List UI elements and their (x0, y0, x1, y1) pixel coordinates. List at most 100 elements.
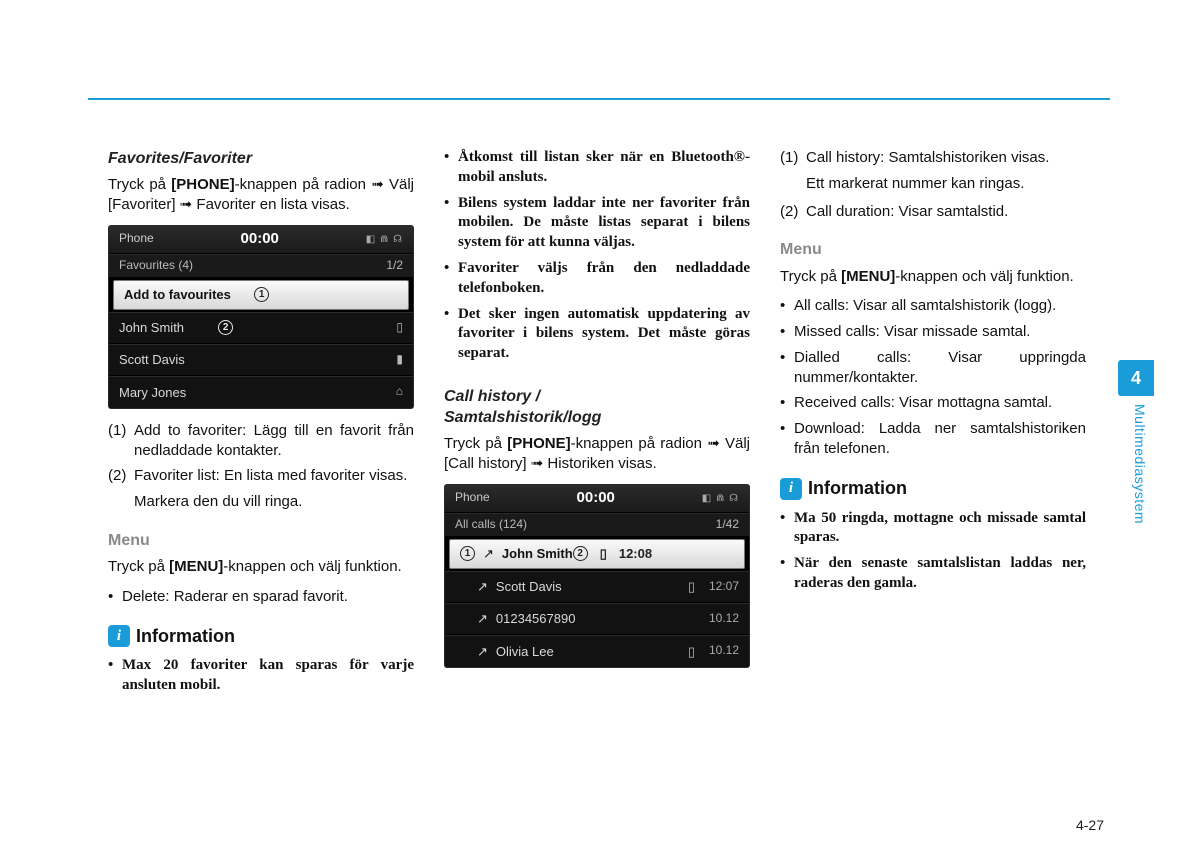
row-label: 01234567890 (496, 610, 576, 627)
list-title: Favourites (4) (119, 258, 193, 274)
text: Call duration: Visar samtalstid. (806, 202, 1086, 222)
text: -knappen och välj funktion. (895, 268, 1073, 285)
info-item: Åtkomst till listan sker när en Bluetoot… (444, 148, 750, 188)
phone-type-icon: ⌂ (396, 384, 403, 400)
column-1: Favorites/Favoriter Tryck på [PHONE] -kna… (108, 148, 414, 702)
info-list-1: Max 20 favoriter kan sparas för varje an… (108, 656, 414, 696)
list-title: All calls (124) (455, 517, 527, 533)
favorites-screenshot: Phone 00:00 ◧ ⋒ ☊ Favourites (4) 1/2 Add… (108, 225, 414, 409)
info-list-2: Åtkomst till listan sker när en Bluetoot… (444, 148, 750, 364)
text-bold: [PHONE] (171, 176, 234, 193)
chapter-side-label: Multimediasystem (1132, 404, 1148, 524)
call-row-olivia[interactable]: ↗Olivia Lee ▯10.12 (445, 635, 749, 667)
menu-item-all-calls: All calls: Visar all samtalshistorik (lo… (780, 296, 1086, 316)
num: (2) (108, 466, 134, 486)
call-row-number[interactable]: ↗01234567890 10.12 (445, 603, 749, 635)
add-to-favourites-row[interactable]: Add to favourites 1 (113, 280, 409, 310)
info-item: Bilens system laddar inte ner favoriter … (444, 194, 750, 253)
phone-type-icon: ▯ (396, 320, 403, 336)
call-row-john[interactable]: 1↗John Smith 2▯12:08 (449, 539, 745, 569)
phone-type-icon: ▯ (688, 643, 695, 660)
row-label: Scott Davis (496, 578, 562, 595)
menu-item-download: Download: Ladda ner samtalshistoriken fr… (780, 419, 1086, 459)
text: Call history: Samtalshistoriken visas. (806, 148, 1086, 168)
menu-list: All calls: Visar all samtalshistorik (lo… (780, 296, 1086, 459)
phone-title: Phone (119, 231, 154, 247)
phone-header: Phone 00:00 ◧ ⋒ ☊ (445, 485, 749, 513)
menu-intro: Tryck på [MENU]-knappen och välj funktio… (780, 267, 1086, 287)
phone-clock: 00:00 (490, 488, 702, 508)
chapter-tab: 4 (1118, 360, 1154, 396)
phone-subheader: All calls (124) 1/42 (445, 513, 749, 537)
favourite-row-john[interactable]: John Smith 2 ▯ (109, 312, 413, 344)
menu-item-received: Received calls: Visar mottagna samtal. (780, 393, 1086, 413)
info-item: Det sker ingen automatisk uppdatering av… (444, 305, 750, 364)
num: (1) (108, 421, 134, 461)
menu-intro: Tryck på [MENU]-knappen och välj funktio… (108, 557, 414, 577)
row-label: Add to favourites (124, 286, 231, 303)
favourite-row-scott[interactable]: Scott Davis ▮ (109, 344, 413, 376)
menu-heading: Menu (108, 530, 414, 551)
callout-1: 1 (460, 546, 475, 561)
page-indicator: 1/42 (716, 517, 739, 533)
info-item: Favoriter väljs från den nedladdade tele… (444, 259, 750, 299)
status-icons: ◧ ⋒ ☊ (366, 233, 403, 246)
call-time: 10.12 (709, 643, 739, 659)
row-label: John Smith (119, 319, 184, 336)
info-icon: i (108, 625, 130, 647)
status-icons: ◧ ⋒ ☊ (702, 492, 739, 505)
text: Tryck på (108, 558, 169, 575)
callout-desc-2: (2)Call duration: Visar samtalstid. (780, 202, 1086, 222)
callout-2: 2 (573, 546, 588, 561)
section-title-callhistory-b: Samtalshistorik/logg (444, 407, 750, 428)
info-item: Ma 50 ringda, mottagne och missade samta… (780, 509, 1086, 549)
text: Tryck på (108, 176, 171, 193)
phone-clock: 00:00 (154, 229, 366, 249)
page-content: Favorites/Favoriter Tryck på [PHONE]-kna… (108, 148, 1086, 702)
callout-desc-2-extra: Markera den du vill ringa. (134, 492, 414, 512)
text: -knappen och välj funktion. (223, 558, 401, 575)
call-time: 12:07 (709, 579, 739, 595)
callhistory-screenshot: Phone 00:00 ◧ ⋒ ☊ All calls (124) 1/42 1… (444, 484, 750, 668)
callout-desc-1: (1)Call history: Samtalshistoriken visas… (780, 148, 1086, 168)
info-label: Information (808, 477, 907, 501)
menu-list: Delete: Raderar en sparad favorit. (108, 587, 414, 607)
num: (1) (780, 148, 806, 168)
text: Favoriter list: En lista med favoriter v… (134, 466, 414, 486)
phone-type-icon: ▮ (396, 352, 403, 368)
section-title-callhistory-a: Call history / (444, 386, 750, 407)
info-item: När den senaste samtalslistan laddas ner… (780, 554, 1086, 594)
phone-type-icon: ▯ (600, 545, 607, 562)
text: Tryck på (780, 268, 841, 285)
call-time: 10.12 (709, 611, 739, 627)
phone-type-icon: ▯ (688, 578, 695, 595)
information-heading: i Information (108, 625, 414, 649)
section-title-favorites: Favorites/Favoriter (108, 148, 414, 169)
menu-item-missed: Missed calls: Visar missade samtal. (780, 322, 1086, 342)
row-label: Mary Jones (119, 384, 186, 401)
phone-title: Phone (455, 490, 490, 506)
info-list-3: Ma 50 ringda, mottagne och missade samta… (780, 509, 1086, 594)
row-label: Olivia Lee (496, 643, 554, 660)
page-number: 4-27 (1076, 817, 1104, 833)
callout-1: 1 (254, 287, 269, 302)
information-heading: i Information (780, 477, 1086, 501)
text-bold: [MENU] (169, 558, 223, 575)
column-3: (1)Call history: Samtalshistoriken visas… (780, 148, 1086, 702)
text: Tryck på (444, 435, 507, 452)
info-icon: i (780, 478, 802, 500)
page-indicator: 1/2 (386, 258, 403, 274)
favourite-row-mary[interactable]: Mary Jones ⌂ (109, 376, 413, 408)
call-row-scott[interactable]: ↗Scott Davis ▯12:07 (445, 571, 749, 603)
callout-desc-1: (1)Add to favoriter: Lägg till en favori… (108, 421, 414, 461)
row-label: John Smith (502, 545, 573, 562)
header-rule (88, 98, 1110, 100)
text: Add to favoriter: Lägg till en favorit f… (134, 421, 414, 461)
callout-desc-1-extra: Ett markerat nummer kan ringas. (806, 174, 1086, 194)
menu-item-dialled: Dialled calls: Visar uppringda nummer/ko… (780, 348, 1086, 388)
callout-desc-2: (2)Favoriter list: En lista med favorite… (108, 466, 414, 486)
column-2: Åtkomst till listan sker när en Bluetoot… (444, 148, 750, 702)
text-bold: [PHONE] (507, 435, 570, 452)
callhistory-intro: Tryck på [PHONE]-knappen på radion ➟ Väl… (444, 434, 750, 474)
num: (2) (780, 202, 806, 222)
